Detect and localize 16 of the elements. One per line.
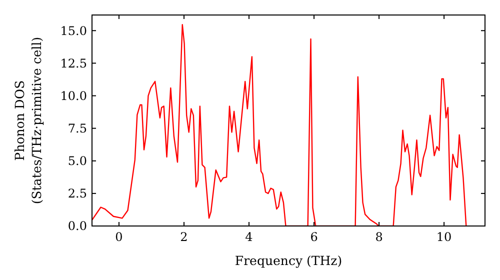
y-tick-label: 2.5 xyxy=(68,186,87,201)
x-axis-title: Frequency (THz) xyxy=(234,253,342,268)
y-tick-label: 0.0 xyxy=(68,219,87,234)
y-tick-label: 12.5 xyxy=(60,56,87,70)
y-tick-label: 10.0 xyxy=(60,88,87,103)
x-tick-label: 4 xyxy=(245,230,254,244)
x-tick-label: 0 xyxy=(115,230,123,244)
y-tick-label: 15.0 xyxy=(60,24,87,38)
line-series xyxy=(92,24,467,226)
x-tick-label: 10 xyxy=(436,230,452,244)
x-tick-label: 6 xyxy=(310,230,318,244)
x-tick-label: 8 xyxy=(375,230,383,244)
y-tick-label: 5.0 xyxy=(68,154,87,168)
y-axis-title: Phonon DOS (States/THz·primitive cell) xyxy=(12,36,44,204)
y-tick-label: 7.5 xyxy=(68,122,87,136)
x-tick-label: 2 xyxy=(180,230,188,244)
